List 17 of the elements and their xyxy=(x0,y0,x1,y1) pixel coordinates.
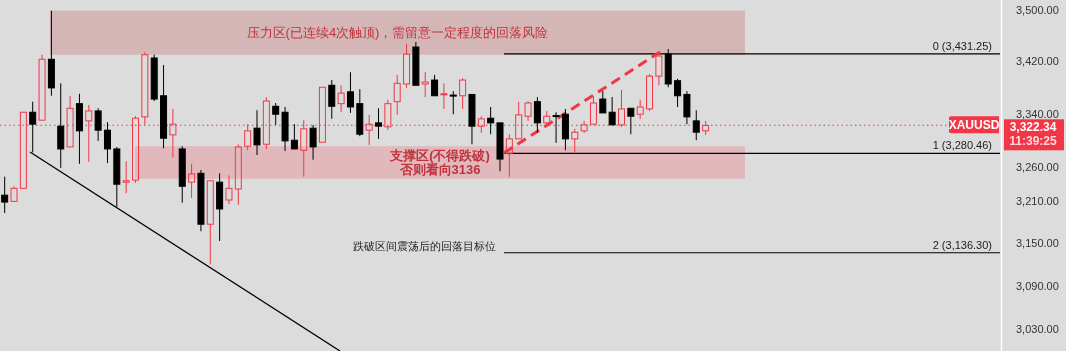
y-tick-label: 3,150.00 xyxy=(1016,237,1059,250)
annotation: 跌破区间震荡后的回落目标位 xyxy=(353,240,496,252)
y-tick-label: 3,500.00 xyxy=(1016,4,1059,17)
price-tag: XAUUSD xyxy=(948,116,1000,134)
y-tick-label: 3,340.00 xyxy=(1016,107,1059,120)
y-tick-label: 3,090.00 xyxy=(1016,279,1059,292)
ref-line-label: 0 (3,431.25) xyxy=(932,39,992,52)
band-label: 压力区(已连续4次触顶)，需留意一定程度的回落风险 xyxy=(246,25,549,41)
text: 3,322.34 xyxy=(1009,120,1057,135)
y-tick-label: 3,420.00 xyxy=(1016,55,1059,68)
y-tick-label: 3,260.00 xyxy=(1016,161,1059,174)
ref-line-label: 2 (3,136.30) xyxy=(932,238,992,251)
y-tick-label: 3,210.00 xyxy=(1016,195,1059,208)
ref-line-label: 1 (3,280.46) xyxy=(932,139,992,152)
band-label: 支撑区(不得跌破) 否则看向3136 xyxy=(389,148,490,177)
y-tick-label: 3,030.00 xyxy=(1016,323,1059,336)
text: 11:39:25 xyxy=(1009,134,1058,149)
